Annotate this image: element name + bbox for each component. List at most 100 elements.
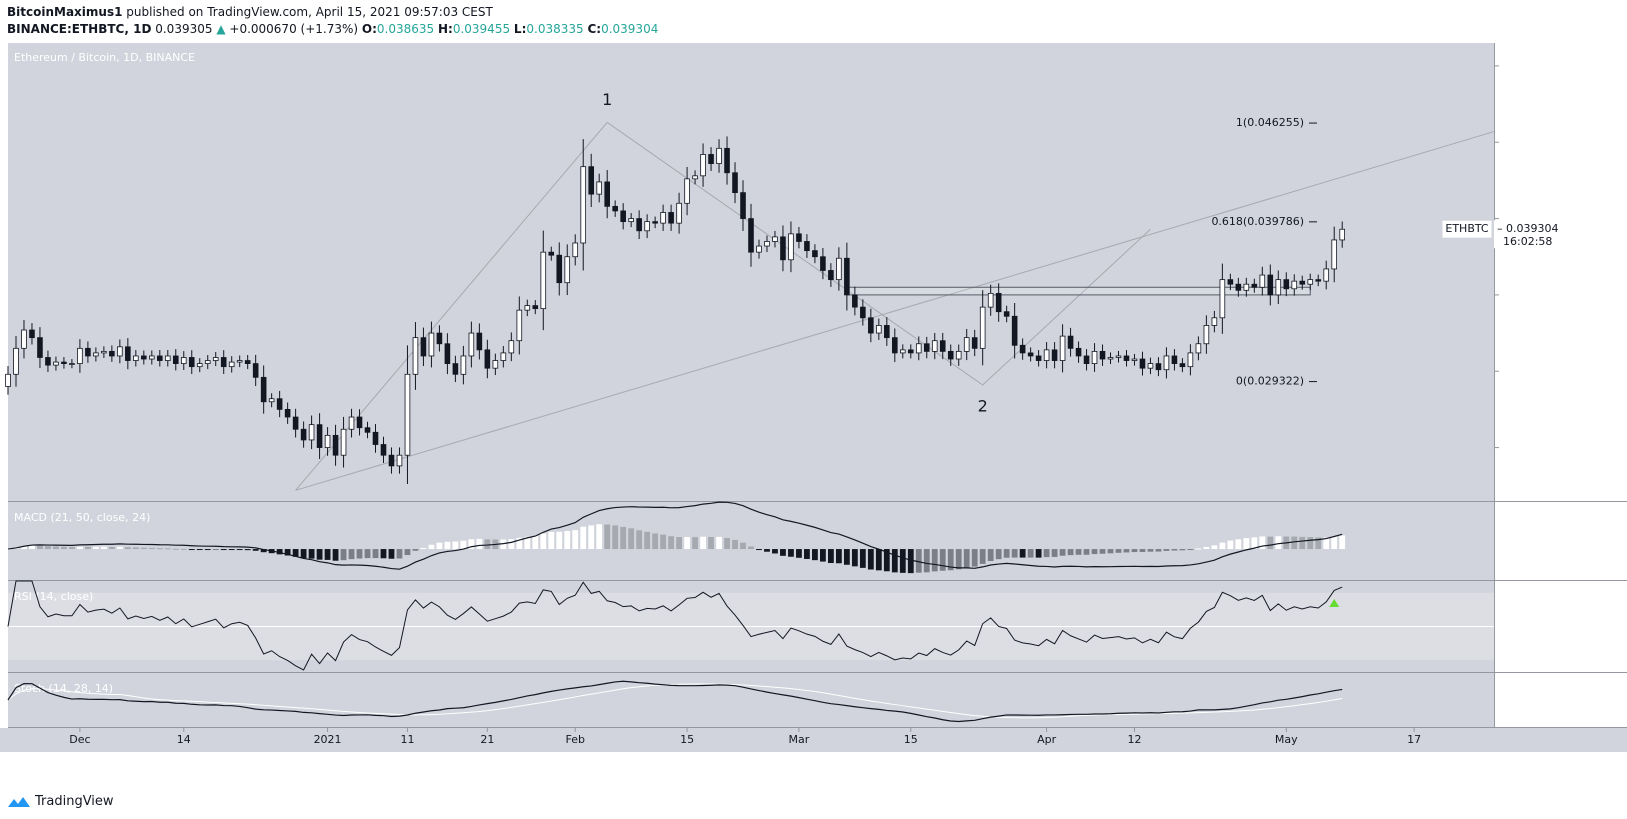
macd-histogram-bar	[1307, 537, 1314, 550]
macd-histogram-bar	[1075, 549, 1082, 555]
candle-up	[340, 428, 347, 456]
candle-down	[1011, 315, 1018, 346]
elliott-wave-path	[295, 121, 1151, 491]
macd-histogram-bar	[1235, 539, 1242, 550]
macd-histogram-bar	[1323, 537, 1330, 550]
candle-down	[188, 357, 195, 368]
time-tick-label: 15	[680, 733, 694, 746]
macd-histogram-bar	[1011, 549, 1018, 558]
candle-down	[1035, 355, 1042, 361]
macd-histogram-bar	[923, 549, 930, 573]
candle-up	[1243, 283, 1250, 291]
candle-down	[892, 337, 898, 354]
candle-up	[660, 212, 666, 224]
macd-histogram-bar	[1099, 549, 1106, 554]
close-label: C:	[587, 22, 602, 36]
macd-histogram-bar	[53, 546, 59, 550]
candle-up	[21, 329, 27, 349]
candle-down	[45, 357, 51, 366]
macd-histogram-bar	[1227, 540, 1234, 550]
candle-down	[37, 337, 43, 358]
candle-down	[1267, 274, 1274, 296]
candle-up	[772, 236, 778, 242]
macd-histogram-bar	[172, 548, 179, 550]
candle-down	[244, 360, 251, 364]
candle-up	[899, 349, 906, 354]
macd-histogram-bar	[116, 546, 123, 550]
candle-down	[652, 221, 658, 224]
macd-histogram-bar	[164, 548, 171, 550]
macd-histogram-bar	[420, 547, 427, 550]
candle-down	[388, 454, 395, 467]
candle-up	[396, 454, 403, 467]
tradingview-logo[interactable]: TradingView	[7, 794, 114, 809]
candle-down	[636, 218, 642, 232]
macd-histogram-bar	[1059, 549, 1066, 556]
candle-up	[764, 241, 770, 247]
publication-header: BitcoinMaximus1 published on TradingView…	[0, 0, 1627, 44]
time-tick-label: 14	[177, 733, 191, 746]
candle-down	[620, 210, 626, 223]
candle-down	[292, 416, 299, 430]
candle-up	[69, 363, 75, 366]
macd-histogram-bar	[804, 549, 810, 559]
macd-histogram-bar	[156, 548, 163, 550]
macd-histogram-bar	[404, 549, 411, 556]
macd-histogram-bar	[652, 533, 659, 550]
candle-down	[141, 355, 147, 360]
candle-up	[628, 218, 634, 223]
macd-histogram-bar	[412, 549, 419, 551]
candle-up	[500, 352, 507, 361]
candle-up	[836, 257, 842, 281]
macd-histogram-bar	[324, 549, 331, 560]
macd-histogram-bar	[660, 534, 667, 550]
candle-down	[724, 147, 730, 174]
candle-down	[1075, 347, 1082, 357]
macd-histogram-bar	[1163, 549, 1170, 551]
macd-histogram-bar	[1315, 537, 1322, 550]
candle-down	[1123, 355, 1130, 361]
candle-up	[564, 256, 571, 284]
candle-up	[228, 361, 235, 368]
candle-down	[1099, 350, 1106, 360]
candle-down	[812, 250, 818, 258]
macd-histogram-bar	[1067, 549, 1074, 556]
candle-down	[947, 350, 954, 360]
open-label: O:	[361, 22, 377, 36]
candle-up	[1307, 279, 1314, 285]
candle-up	[1339, 228, 1346, 241]
footer: TradingView	[0, 786, 1627, 819]
last-price: 0.039305	[155, 22, 213, 36]
macd-histogram	[5, 524, 1346, 574]
macd-histogram-bar	[380, 549, 387, 559]
rsi-line	[7, 580, 1343, 671]
macd-histogram-bar	[732, 539, 738, 550]
price-tick-label: 0.035000	[1503, 288, 1556, 301]
candle-up	[1219, 279, 1226, 319]
author-name[interactable]: BitcoinMaximus1	[7, 5, 123, 19]
fib-level-label: 1(0.046255)	[1236, 116, 1304, 129]
rising-trendline	[295, 131, 1495, 491]
macd-histogram-bar	[1083, 549, 1090, 555]
candle-down	[436, 332, 443, 345]
high-value: 0.039455	[452, 22, 511, 36]
macd-histogram-bar	[820, 549, 826, 562]
macd-histogram-bar	[356, 549, 363, 559]
macd-histogram-bar	[724, 537, 730, 550]
candle-down	[868, 317, 874, 334]
macd-histogram-bar	[883, 549, 890, 572]
macd-histogram-bar	[1219, 542, 1226, 550]
macd-histogram-bar	[1299, 536, 1306, 550]
macd-histogram-bar	[308, 549, 315, 559]
rsi-title: RSI (14, close)	[14, 590, 93, 603]
candle-down	[852, 294, 858, 308]
macd-histogram-bar	[1195, 548, 1202, 550]
change-up-icon: ▲	[216, 22, 226, 36]
macd-histogram-bar	[1291, 536, 1298, 550]
macd-histogram-bar	[588, 525, 595, 550]
candle-down	[971, 337, 978, 349]
macd-histogram-bar	[1259, 536, 1266, 550]
macd-histogram-bar	[204, 549, 211, 551]
macd-histogram-bar	[979, 549, 986, 564]
